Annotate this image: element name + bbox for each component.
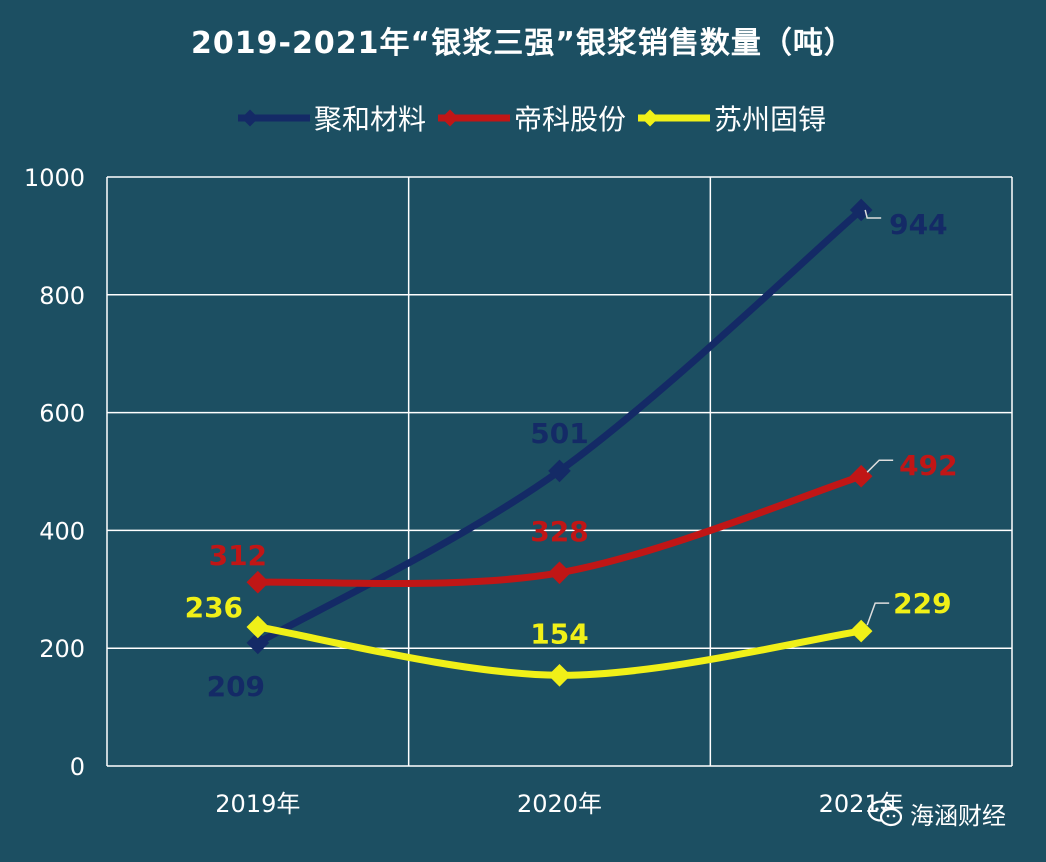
legend-label-juhe: 聚和材料 (314, 103, 427, 136)
legend-item-juhe: 聚和材料 (236, 98, 430, 138)
label-leader-line (864, 209, 882, 219)
legend-item-guti: 苏州固锝 (636, 98, 830, 138)
data-point-guti (849, 619, 873, 643)
legend-label-dike: 帝科股份 (514, 103, 627, 136)
data-label-dike: 312 (209, 539, 267, 572)
watermark: 海涵财经 (868, 796, 1006, 831)
data-label-dike: 492 (899, 449, 957, 482)
y-tick-label: 600 (39, 400, 85, 428)
x-tick-label: 2019年 (215, 790, 300, 818)
data-point-dike (548, 561, 571, 585)
data-point-dike (849, 464, 873, 488)
y-tick-label: 400 (39, 517, 85, 545)
data-label-guti: 236 (185, 591, 243, 624)
y-tick-label: 800 (39, 282, 85, 310)
label-leader-line (866, 459, 894, 473)
label-leader-line (866, 602, 890, 626)
legend-swatch-dike (438, 109, 511, 127)
data-label-dike: 328 (530, 515, 588, 548)
x-tick-label: 2020年 (517, 790, 602, 818)
chart-title: 2019-2021年“银浆三强”银浆销售数量（吨） (191, 26, 855, 61)
data-point-juhe (548, 459, 571, 483)
y-tick-label: 1000 (24, 164, 85, 192)
watermark-text: 海涵财经 (910, 802, 1006, 830)
data-point-dike (246, 570, 270, 594)
wechat-icon (868, 799, 902, 826)
legend-swatch-juhe (238, 109, 310, 127)
data-label-juhe: 501 (530, 417, 588, 450)
legend-label-guti: 苏州固锝 (714, 103, 827, 136)
y-tick-label: 200 (39, 635, 85, 663)
legend-item-dike: 帝科股份 (436, 98, 630, 138)
legend: 聚和材料 帝科股份 苏州固锝 (236, 98, 830, 138)
data-point-guti (548, 663, 571, 687)
data-label-guti: 229 (893, 587, 951, 620)
data-label-juhe: 944 (889, 208, 947, 241)
y-tick-label: 0 (70, 753, 85, 781)
data-label-juhe: 209 (207, 670, 265, 703)
legend-swatch-guti (638, 109, 711, 127)
data-label-guti: 154 (530, 617, 588, 650)
